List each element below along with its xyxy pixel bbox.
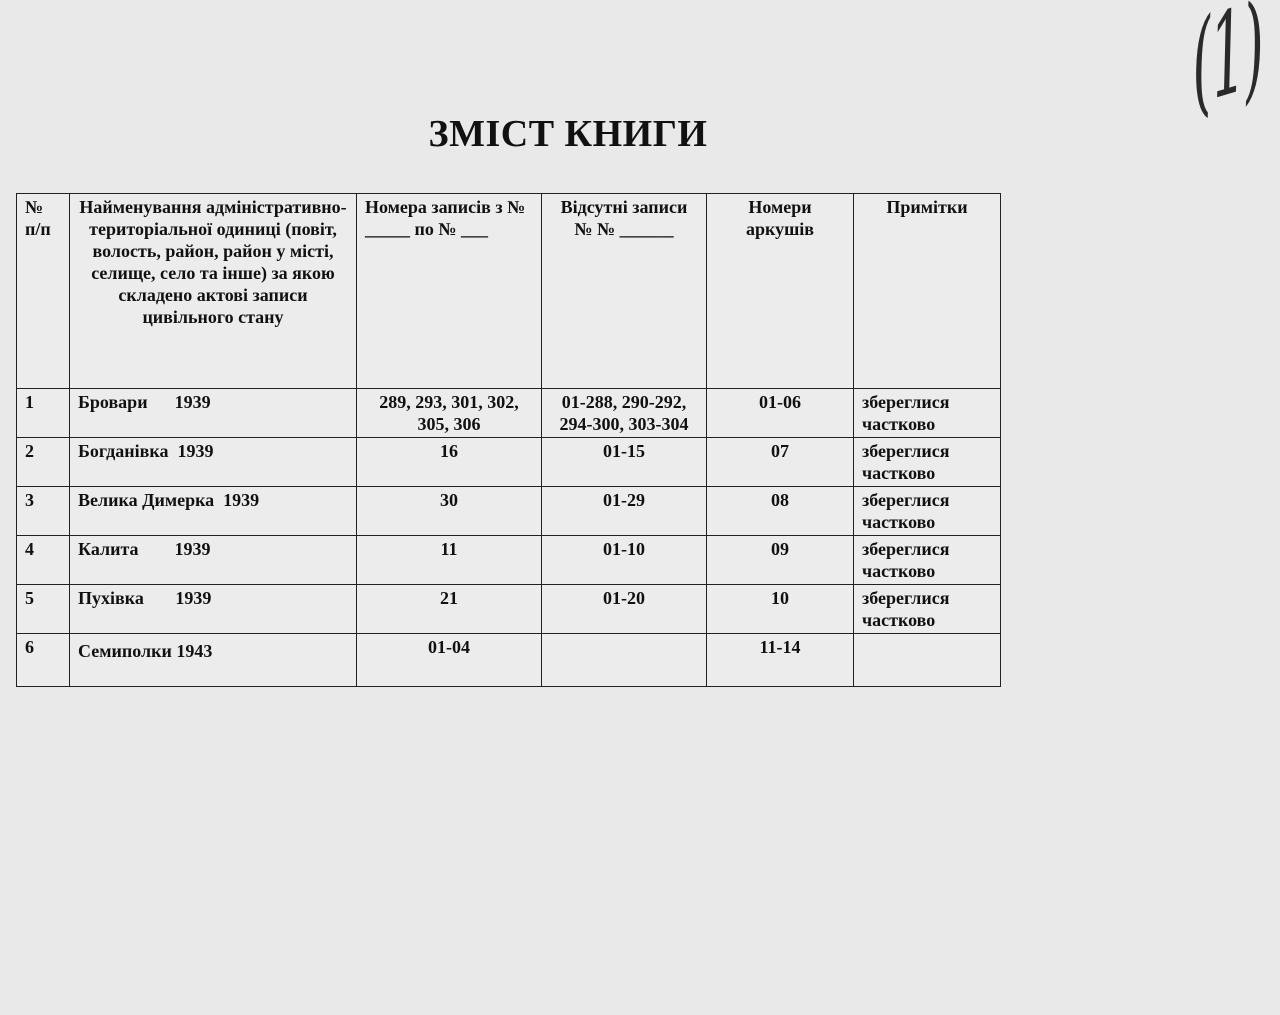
cell-name: Семиполки 1943: [69, 633, 357, 687]
cell-name: Бровари 1939: [69, 388, 357, 438]
cell-sheets: 09: [706, 535, 854, 585]
table-row: 1 Бровари 1939 289, 293, 301, 302, 305, …: [16, 388, 1001, 438]
cell-missing: 01-20: [541, 584, 707, 634]
cell-records: 289, 293, 301, 302, 305, 306: [356, 388, 542, 438]
cell-notes: збереглися частково: [853, 388, 1001, 438]
header-num: № п/п: [16, 193, 70, 389]
cell-num: 1: [16, 388, 70, 438]
cell-missing: 01-288, 290-292, 294-300, 303-304: [541, 388, 707, 438]
cell-sheets: 10: [706, 584, 854, 634]
table-row: 3 Велика Димерка 1939 30 01-29 08 зберег…: [16, 486, 1001, 536]
table-row: 4 Калита 1939 11 01-10 09 збереглися час…: [16, 535, 1001, 585]
table-row: 2 Богданівка 1939 16 01-15 07 збереглися…: [16, 437, 1001, 487]
table-row: 6 Семиполки 1943 01-04 11-14: [16, 633, 1001, 687]
cell-sheets: 07: [706, 437, 854, 487]
cell-missing: 01-15: [541, 437, 707, 487]
header-sheets: Номери аркушів: [706, 193, 854, 389]
cell-sheets: 01-06: [706, 388, 854, 438]
cell-notes: збереглися частково: [853, 535, 1001, 585]
cell-num: 3: [16, 486, 70, 536]
cell-num: 2: [16, 437, 70, 487]
cell-sheets: 08: [706, 486, 854, 536]
cell-notes: збереглися частково: [853, 584, 1001, 634]
cell-name: Калита 1939: [69, 535, 357, 585]
cell-missing: [541, 633, 707, 687]
cell-notes: збереглися частково: [853, 437, 1001, 487]
contents-table: № п/п Найменування адміністративно-терит…: [16, 193, 1001, 687]
cell-missing: 01-29: [541, 486, 707, 536]
cell-name: Богданівка 1939: [69, 437, 357, 487]
table-header-row: № п/п Найменування адміністративно-терит…: [16, 193, 1001, 389]
cell-num: 6: [16, 633, 70, 687]
cell-notes: збереглися частково: [853, 486, 1001, 536]
table-row: 5 Пухівка 1939 21 01-20 10 збереглися ча…: [16, 584, 1001, 634]
cell-name: Велика Димерка 1939: [69, 486, 357, 536]
cell-num: 5: [16, 584, 70, 634]
cell-num: 4: [16, 535, 70, 585]
cell-notes: [853, 633, 1001, 687]
header-name: Найменування адміністративно-територіаль…: [69, 193, 357, 389]
cell-records: 21: [356, 584, 542, 634]
cell-records: 11: [356, 535, 542, 585]
header-notes: Примітки: [853, 193, 1001, 389]
page-title: ЗМІСТ КНИГИ: [428, 113, 708, 155]
header-missing: Відсутні записи № № ______: [541, 193, 707, 389]
cell-missing: 01-10: [541, 535, 707, 585]
cell-name: Пухівка 1939: [69, 584, 357, 634]
cell-sheets: 11-14: [706, 633, 854, 687]
cell-records: 30: [356, 486, 542, 536]
cell-records: 16: [356, 437, 542, 487]
cell-records: 01-04: [356, 633, 542, 687]
handwritten-page-number: (1): [1187, 0, 1267, 133]
header-records: Номера записів з № _____ по № ___: [356, 193, 542, 389]
